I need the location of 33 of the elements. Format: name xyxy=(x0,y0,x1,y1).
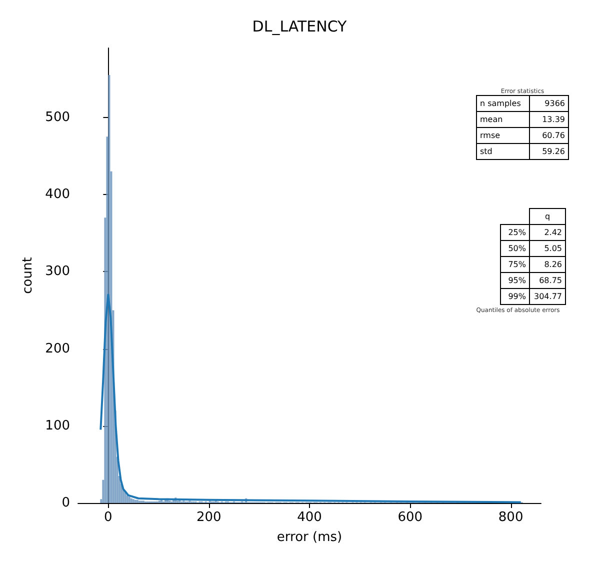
annotation: 25% xyxy=(500,224,530,240)
x-tick-label: 400 xyxy=(297,510,322,525)
annotation: 304.77 xyxy=(530,288,566,304)
y-tick-label: 0 xyxy=(62,496,70,510)
annotation: rmse xyxy=(476,128,530,144)
x-tick-label: 0 xyxy=(104,510,112,525)
text: 9366 xyxy=(544,99,565,108)
chart-title: DL_LATENCY xyxy=(252,18,348,36)
text: 60.76 xyxy=(542,131,565,140)
x-axis-title: error (ms) xyxy=(276,530,342,545)
text: 13.39 xyxy=(542,115,565,124)
annotation: 95% xyxy=(500,272,530,288)
annotation: 50% xyxy=(500,240,530,256)
annotation: 68.75 xyxy=(530,272,566,288)
annotation: 75% xyxy=(500,256,530,272)
text: 5.05 xyxy=(544,244,562,253)
x-tick-label: 800 xyxy=(498,510,524,525)
x-tick-label: 600 xyxy=(398,510,423,525)
y-tick-label: 400 xyxy=(45,187,70,202)
x-tick-label: 200 xyxy=(196,510,222,525)
y-tick-label: 200 xyxy=(45,341,70,356)
text: 2.42 xyxy=(544,228,562,237)
annotation: n samples xyxy=(476,96,530,112)
text: 8.26 xyxy=(544,260,562,269)
text: q xyxy=(544,212,550,221)
annotation: 99% xyxy=(500,288,530,304)
annotation: std xyxy=(476,144,530,160)
annotation: mean xyxy=(476,112,530,128)
text: 59.26 xyxy=(542,147,565,156)
y-tick-label: 100 xyxy=(45,418,70,434)
y-tick-label: 500 xyxy=(45,110,70,125)
y-axis-title: count xyxy=(20,257,36,294)
y-tick-label: 300 xyxy=(45,264,70,280)
